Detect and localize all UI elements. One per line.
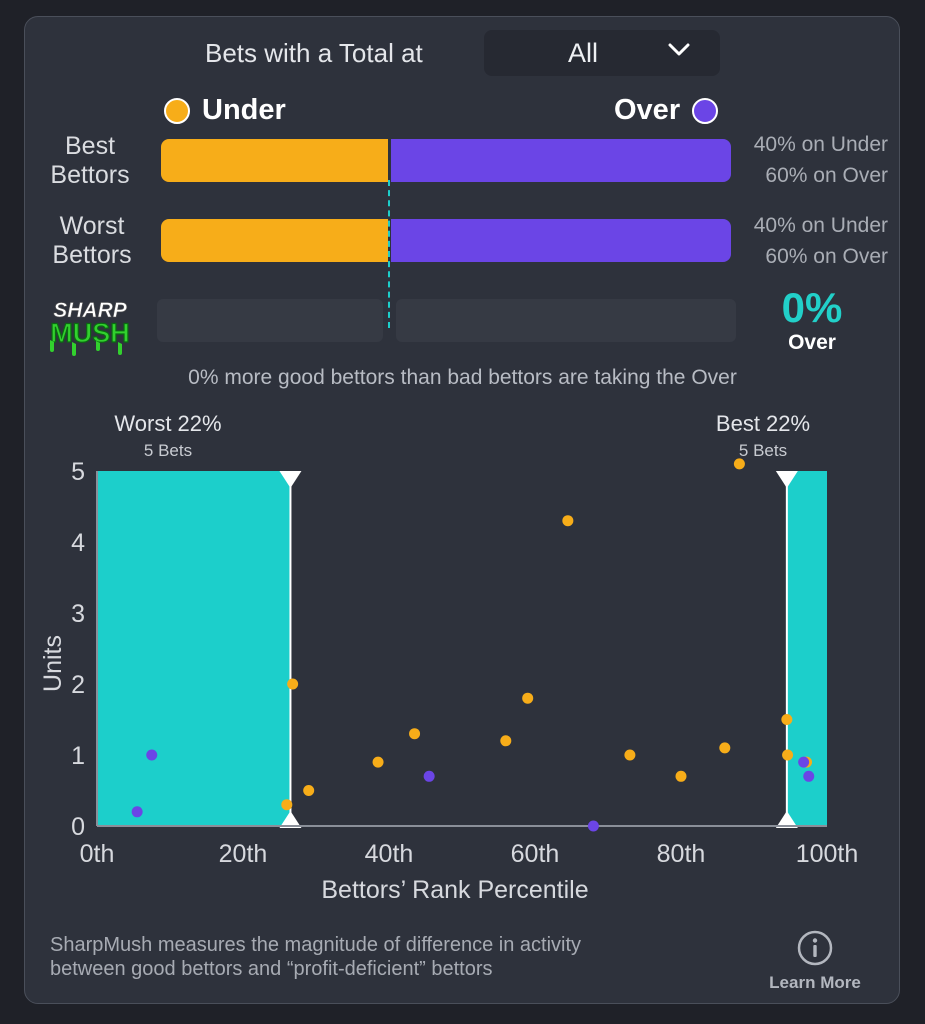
learn-more-button[interactable]: Learn More bbox=[760, 928, 870, 993]
y-tick-label: 0 bbox=[71, 813, 85, 841]
under-bet-point bbox=[409, 728, 421, 740]
total-filter-dropdown[interactable]: All bbox=[484, 30, 720, 76]
worst-under-text: 40% on Under bbox=[753, 214, 888, 237]
under-bet-point bbox=[522, 692, 534, 704]
y-tick-label: 2 bbox=[71, 671, 85, 699]
y-tick-label: 3 bbox=[71, 600, 85, 628]
y-tick-label: 1 bbox=[71, 742, 85, 770]
under-dot-icon bbox=[164, 97, 190, 124]
region-handle-bottom bbox=[279, 811, 302, 828]
under-bet-point bbox=[303, 785, 315, 796]
under-bet-point bbox=[733, 458, 745, 470]
under-bet-point bbox=[500, 735, 512, 747]
region-handle-top bbox=[279, 471, 302, 488]
under-bet-point bbox=[372, 756, 384, 768]
footer-line1: SharpMush measures the magnitude of diff… bbox=[50, 934, 582, 956]
footer-line2: between good bettors and “profit-deficie… bbox=[50, 958, 493, 980]
legend-over-label: Over bbox=[614, 94, 681, 126]
sharpmush-bar bbox=[157, 299, 736, 343]
best-over-text: 60% on Over bbox=[765, 164, 888, 187]
x-tick-label: 80th bbox=[657, 840, 706, 868]
worst-label-line1: Worst bbox=[59, 212, 125, 240]
learn-more-label: Learn More bbox=[769, 973, 861, 992]
region-handle-bottom bbox=[775, 811, 798, 828]
best-bettors-pct: 40% on Under 60% on Over bbox=[700, 129, 888, 191]
legend-under: Under bbox=[164, 94, 286, 127]
under-bet-point bbox=[719, 742, 731, 754]
best-under-segment bbox=[161, 139, 388, 182]
under-bet-point bbox=[675, 770, 687, 782]
sharpmush-percent: 0% bbox=[781, 284, 843, 331]
svg-text:SHARP: SHARP bbox=[53, 299, 128, 322]
over-bet-point bbox=[146, 749, 158, 761]
under-bet-point bbox=[562, 515, 574, 527]
worst-bettors-pct: 40% on Under 60% on Over bbox=[700, 210, 888, 272]
info-icon bbox=[797, 930, 833, 966]
best-region-count: 5 Bets bbox=[739, 441, 787, 460]
sharpmush-over-track bbox=[396, 299, 736, 342]
legend-under-label: Under bbox=[202, 94, 286, 126]
x-tick-label: 20th bbox=[219, 840, 268, 868]
worst-bettors-label: Worst Bettors bbox=[40, 212, 144, 270]
worst-under-segment bbox=[161, 219, 388, 262]
legend-over: Over bbox=[614, 94, 719, 127]
filter-label: Bets with a Total at bbox=[205, 38, 423, 68]
sharpmush-logo: SHARP MUSH bbox=[32, 296, 148, 358]
baseline-dashed-line bbox=[388, 180, 390, 328]
sharpmush-direction: Over bbox=[788, 331, 836, 354]
x-tick-label: 60th bbox=[511, 840, 560, 868]
y-tick-label: 5 bbox=[71, 458, 85, 486]
best-region-label: Best 22% bbox=[716, 411, 810, 436]
under-bet-point bbox=[281, 799, 293, 811]
over-bet-point bbox=[798, 756, 810, 768]
under-bet-point bbox=[624, 749, 636, 761]
x-tick-label: 100th bbox=[796, 840, 859, 868]
region-handle-top bbox=[775, 471, 798, 488]
best-label-line1: Best bbox=[64, 132, 116, 160]
footer-description: SharpMush measures the magnitude of diff… bbox=[50, 933, 750, 981]
worst-region bbox=[97, 471, 291, 826]
worst-over-segment bbox=[390, 219, 731, 262]
sharpmush-summary: 0% more good bettors than bad bettors ar… bbox=[188, 366, 737, 389]
best-bettors-label: Best Bettors bbox=[40, 132, 140, 190]
over-bet-point bbox=[423, 770, 435, 782]
x-tick-label: 0th bbox=[80, 840, 115, 868]
x-tick-label: 40th bbox=[365, 840, 414, 868]
best-under-text: 40% on Under bbox=[753, 133, 888, 156]
worst-region-count: 5 Bets bbox=[144, 441, 192, 460]
rank-scatter-chart: 0 1 2 3 4 5 0th 20th 40th 60th 80th 100th Bettors’ R… bbox=[39, 411, 859, 904]
under-bet-point bbox=[781, 714, 793, 725]
over-bet-point bbox=[803, 770, 815, 782]
y-axis-label: Units bbox=[39, 635, 67, 692]
best-label-line2: Bettors bbox=[50, 161, 130, 189]
over-bet-point bbox=[131, 806, 143, 818]
x-axis-label: Bettors’ Rank Percentile bbox=[321, 876, 588, 904]
sharpmush-under-track bbox=[157, 299, 383, 342]
y-tick-label: 4 bbox=[71, 529, 85, 557]
over-dot-icon bbox=[692, 97, 719, 124]
worst-label-line2: Bettors bbox=[52, 241, 132, 269]
worst-over-text: 60% on Over bbox=[765, 245, 888, 268]
worst-bettors-bar bbox=[161, 219, 731, 262]
chevron-down-icon bbox=[668, 42, 690, 63]
best-bettors-bar bbox=[161, 139, 731, 182]
bar-divider bbox=[387, 139, 391, 182]
over-bet-point bbox=[587, 820, 599, 832]
under-bet-point bbox=[287, 678, 299, 690]
best-over-segment bbox=[390, 139, 731, 182]
under-bet-point bbox=[782, 749, 794, 761]
worst-region-label: Worst 22% bbox=[114, 411, 221, 436]
svg-text:MUSH: MUSH bbox=[50, 318, 130, 348]
dropdown-value: All bbox=[568, 38, 599, 68]
